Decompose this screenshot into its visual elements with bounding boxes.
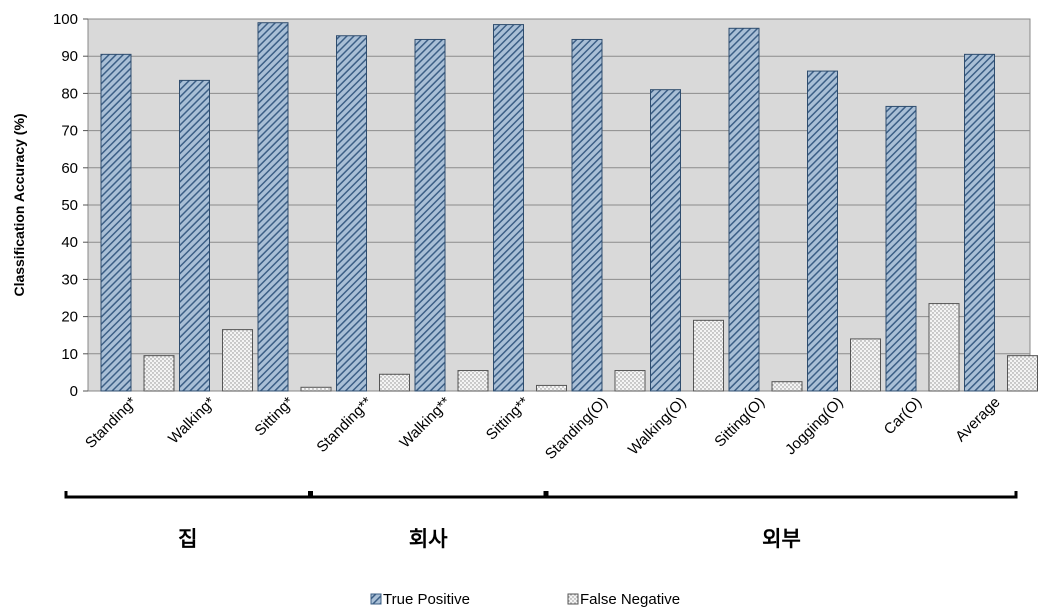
bar-true-positive <box>885 105 917 392</box>
y-tick-label: 40 <box>61 234 78 251</box>
group-bracket <box>545 491 1018 499</box>
y-tick-label: 50 <box>61 197 78 214</box>
legend-swatch-true-positive <box>370 593 382 605</box>
bar-false-negative <box>928 303 960 392</box>
y-tick-label: 20 <box>61 309 78 326</box>
legend: True Positive False Negative <box>370 591 680 608</box>
bar-false-negative <box>143 355 175 392</box>
bar-true-positive <box>100 53 132 392</box>
x-tick-label: Sitting** <box>483 394 533 444</box>
bar-false-negative <box>771 381 803 392</box>
x-tick-label: Standing* <box>82 394 140 452</box>
y-tick-label: 0 <box>70 383 78 400</box>
group-label: 회사 <box>409 527 448 551</box>
y-tick-label: 90 <box>61 48 78 65</box>
bars <box>100 22 1038 392</box>
bar-false-negative <box>222 329 253 392</box>
bar-true-positive <box>179 79 210 392</box>
bar-true-positive <box>257 22 289 392</box>
x-tick-label: Standing** <box>313 394 375 456</box>
x-tick-label: Standing(O) <box>542 394 611 463</box>
bar-false-negative <box>693 319 724 392</box>
group-bracket <box>64 491 311 499</box>
category-groups: 집 회사 외부 <box>64 491 1018 551</box>
legend-swatch-false-negative <box>567 593 579 605</box>
bar-false-negative <box>850 338 881 392</box>
y-tick-label: 30 <box>61 271 78 288</box>
bar-false-negative <box>300 386 332 392</box>
bar-true-positive <box>414 38 446 392</box>
bar-true-positive <box>728 27 760 392</box>
x-axis-labels: Standing* Walking* Sitting* Standing** Walki… <box>82 394 1004 463</box>
x-tick-label: Car(O) <box>881 394 925 438</box>
bar-true-positive <box>336 35 367 392</box>
legend-label-true-positive: True Positive <box>383 591 470 608</box>
bar-true-positive <box>493 24 524 392</box>
y-tick-label: 100 <box>53 11 78 28</box>
x-tick-label: Sitting(O) <box>711 394 768 451</box>
bar-true-positive <box>964 53 995 392</box>
bar-false-negative <box>379 373 410 392</box>
group-label: 외부 <box>762 527 801 551</box>
bar-false-negative <box>536 384 567 392</box>
y-tick-label: 80 <box>61 85 78 102</box>
y-tick-label: 60 <box>61 160 78 177</box>
y-axis-ticks: 0 10 20 30 40 50 60 70 80 90 100 <box>53 11 88 400</box>
y-tick-label: 10 <box>61 346 78 363</box>
bar-false-negative <box>614 370 646 392</box>
y-tick-label: 70 <box>61 123 78 140</box>
x-tick-label: Walking* <box>165 394 219 448</box>
x-tick-label: Walking(O) <box>625 394 690 459</box>
bar-true-positive <box>571 38 603 392</box>
x-tick-label: Average <box>952 394 1003 445</box>
x-tick-label: Sitting* <box>251 394 297 440</box>
bar-true-positive <box>807 70 838 392</box>
x-tick-label: Jogging(O) <box>782 394 846 458</box>
legend-label-false-negative: False Negative <box>580 591 680 608</box>
group-bracket <box>310 491 547 499</box>
y-axis-title: Classification Accuracy (%) <box>11 113 27 296</box>
group-label: 집 <box>178 527 197 551</box>
bar-true-positive <box>650 89 681 392</box>
bar-false-negative <box>1007 355 1038 392</box>
x-tick-label: Walking** <box>396 394 454 452</box>
bar-false-negative <box>457 370 489 392</box>
